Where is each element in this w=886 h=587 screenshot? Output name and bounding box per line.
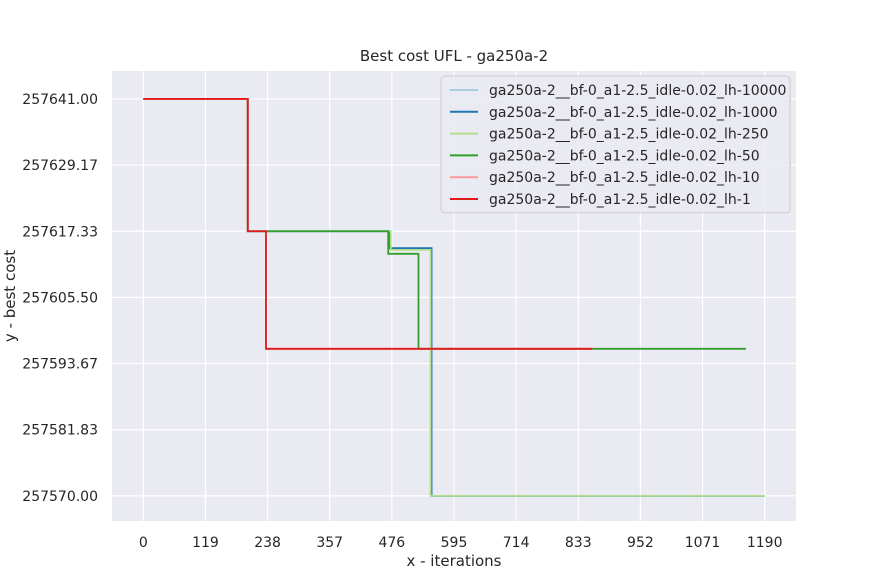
y-tick-label: 257629.17 <box>22 158 98 174</box>
x-tick-label: 833 <box>565 535 592 551</box>
x-tick-label: 476 <box>378 535 405 551</box>
legend-entry: ga250a-2__bf-0_a1-2.5_idle-0.02_lh-10 <box>489 170 760 186</box>
y-tick-label: 257641.00 <box>22 92 98 108</box>
chart-title: Best cost UFL - ga250a-2 <box>360 47 548 65</box>
legend-entry: ga250a-2__bf-0_a1-2.5_idle-0.02_lh-50 <box>489 148 760 164</box>
x-tick-label: 952 <box>627 535 654 551</box>
legend-entry: ga250a-2__bf-0_a1-2.5_idle-0.02_lh-1 <box>489 192 751 208</box>
x-tick-label: 595 <box>441 535 468 551</box>
legend-box <box>440 75 791 214</box>
y-axis: 257641.00 257629.17 257617.33 257605.50 2575… <box>22 92 98 505</box>
legend-entry: ga250a-2__bf-0_a1-2.5_idle-0.02_lh-10000 <box>489 83 786 99</box>
x-tick-label: 714 <box>503 535 530 551</box>
x-axis-label: x - iterations <box>406 552 501 570</box>
x-axis: 0 119 238 357 476 595 714 833 952 1071 1190 <box>139 535 783 551</box>
x-tick-label: 1071 <box>685 535 721 551</box>
legend-entry: ga250a-2__bf-0_a1-2.5_idle-0.02_lh-250 <box>489 127 769 143</box>
x-tick-label: 0 <box>139 535 148 551</box>
x-tick-label: 357 <box>316 535 343 551</box>
series-line-6 <box>143 98 593 350</box>
y-tick-label: 257593.67 <box>22 357 98 373</box>
x-tick-label: 119 <box>192 535 219 551</box>
legend-entry: ga250a-2__bf-0_a1-2.5_idle-0.02_lh-1000 <box>489 105 777 121</box>
legend: ga250a-2__bf-0_a1-2.5_idle-0.02_lh-10000… <box>440 75 791 214</box>
y-tick-label: 257581.83 <box>22 423 98 439</box>
y-tick-label: 257617.33 <box>22 224 98 240</box>
y-tick-label: 257570.00 <box>22 489 98 505</box>
y-axis-label: y - best cost <box>1 250 19 342</box>
x-tick-label: 1190 <box>747 535 783 551</box>
x-tick-label: 238 <box>254 535 281 551</box>
y-tick-label: 257605.50 <box>22 290 98 306</box>
series-layer <box>143 98 765 497</box>
